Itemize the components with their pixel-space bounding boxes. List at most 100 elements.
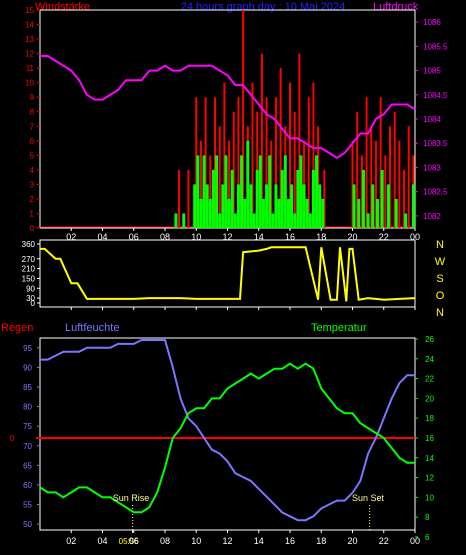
humidity-tick-label: 75 [23, 422, 32, 431]
temperature-tick-label: 10 [425, 493, 434, 502]
x-tick-label: 14 [254, 536, 264, 546]
x-tick-label: 02 [66, 232, 76, 242]
direction-tick-label: 210 [22, 265, 36, 274]
temperature-line [39, 362, 415, 514]
wind-tick-label: 15 [25, 6, 34, 15]
x-tick-label: 08 [160, 536, 170, 546]
temperature-tick-label: 18 [425, 414, 434, 423]
temperature-tick-label: 22 [425, 375, 434, 384]
direction-tick-label: 0 [31, 299, 36, 308]
pressure-tick-label: 1085 [423, 67, 441, 76]
direction-tick-label: 360 [22, 240, 36, 249]
humidity-tick-label: 55 [23, 501, 32, 510]
wind-tick-label: 11 [26, 64, 35, 73]
temperature-tick-label: 26 [425, 335, 434, 344]
x-tick-label: 00 [410, 232, 420, 242]
pressure-tick-label: 1084.5 [423, 91, 448, 100]
x-tick-label: 10 [191, 232, 201, 242]
temperature-tick-label: 8 [425, 513, 430, 522]
x-tick-label: 06 [129, 536, 139, 546]
sunrise-tick-label: 05:56 [119, 537, 140, 546]
wind-tick-label: 6 [30, 137, 35, 146]
wind-tick-label: 14 [25, 21, 34, 30]
x-tick-label: 02 [66, 536, 76, 546]
compass-label: S [436, 273, 443, 285]
x-tick-label: 18 [316, 232, 326, 242]
wind-tick-label: 12 [25, 50, 34, 59]
x-tick-label: 20 [347, 536, 357, 546]
pressure-tick-label: 1086 [423, 18, 441, 27]
temperature-tick-label: 16 [425, 434, 434, 443]
pressure-tick-label: 1082 [423, 212, 441, 221]
x-tick-label: 20 [347, 232, 357, 242]
wind-tick-label: 7 [30, 122, 35, 131]
temperature-tick-label: 24 [425, 355, 434, 364]
rain-axis-title: Regen [1, 322, 33, 334]
direction-tick-label: 270 [22, 255, 36, 264]
chart-title: 24 hours graph day : 10 Mai 2024 [181, 1, 346, 13]
wind-tick-label: 10 [25, 79, 34, 88]
wind-tick-label: 13 [25, 35, 34, 44]
humidity-tick-label: 60 [23, 481, 32, 490]
compass-label: N [436, 239, 444, 251]
humidity-tick-label: 95 [23, 344, 32, 353]
x-tick-label: 16 [285, 232, 295, 242]
humidity-tick-label: 90 [23, 363, 32, 372]
x-tick-label: 04 [97, 536, 107, 546]
x-tick-label: 22 [379, 536, 389, 546]
temperature-tick-label: 6 [425, 533, 430, 542]
temperature-axis-title: Temperatur [311, 322, 367, 334]
temperature-tick-label: 12 [425, 474, 434, 483]
direction-tick-label: 30 [26, 294, 35, 303]
humidity-line [40, 339, 415, 522]
direction-tick-label: 150 [22, 274, 36, 283]
sunset-label: Sun Set [352, 493, 385, 503]
pressure-line [40, 55, 416, 159]
x-tick-label: 08 [160, 232, 170, 242]
x-tick-label: 22 [379, 232, 389, 242]
humidity-tick-label: 50 [23, 520, 32, 529]
x-tick-label: 12 [222, 536, 232, 546]
wind-tick-label: 1 [30, 209, 35, 218]
humidity-tick-label: 65 [23, 461, 32, 470]
pressure-tick-label: 1085.5 [423, 42, 448, 51]
x-tick-label: 04 [97, 232, 107, 242]
pressure-tick-label: 1083.5 [423, 139, 448, 148]
temperature-tick-label: 14 [425, 454, 434, 463]
humidity-tick-label: 70 [23, 442, 32, 451]
pressure-tick-label: 1082.5 [423, 188, 448, 197]
humidity-axis-title: Luftfeuchte [65, 322, 119, 334]
sunrise-label: Sun Rise [113, 493, 150, 503]
x-tick-label: 00 [410, 536, 420, 546]
temperature-tick-label: 20 [425, 394, 434, 403]
x-tick-label: 16 [285, 536, 295, 546]
humidity-tick-label: 85 [23, 383, 32, 392]
pressure-tick-label: 1084 [423, 115, 441, 124]
x-tick-label: 14 [254, 232, 264, 242]
x-tick-label: 18 [316, 536, 326, 546]
wind-tick-label: 3 [30, 180, 35, 189]
wind-tick-label: 4 [30, 166, 35, 175]
humidity-temperature-panel: 50 55 60 65 70 75 80 85 90 95 6 8 10 12 14 16 18 20 22 24 26… [10, 335, 434, 546]
wind-tick-label: 2 [30, 195, 35, 204]
wind-tick-label: 5 [30, 151, 35, 160]
direction-line [40, 246, 416, 302]
rain-tick-label: 0 [10, 434, 15, 443]
x-tick-label: 12 [222, 232, 232, 242]
pressure-tick-label: 1083 [423, 163, 441, 172]
pressure-axis-title: Luftdruck [373, 1, 419, 13]
humidity-tick-label: 80 [23, 403, 32, 412]
x-tick-label: 06 [129, 232, 139, 242]
direction-tick-label: 90 [26, 284, 35, 293]
x-tick-label: 10 [191, 536, 201, 546]
wind-tick-label: 8 [30, 108, 35, 117]
wind-axis-title: Windstärke [35, 1, 90, 13]
wind-tick-label: 9 [30, 93, 35, 102]
compass-label: O [436, 290, 445, 302]
compass-label: W [435, 256, 446, 268]
wind-tick-label: 0 [30, 224, 35, 233]
compass-label: N [436, 307, 444, 319]
wind-pressure-panel: 012345678910111213141510821082.510831083… [25, 6, 448, 242]
